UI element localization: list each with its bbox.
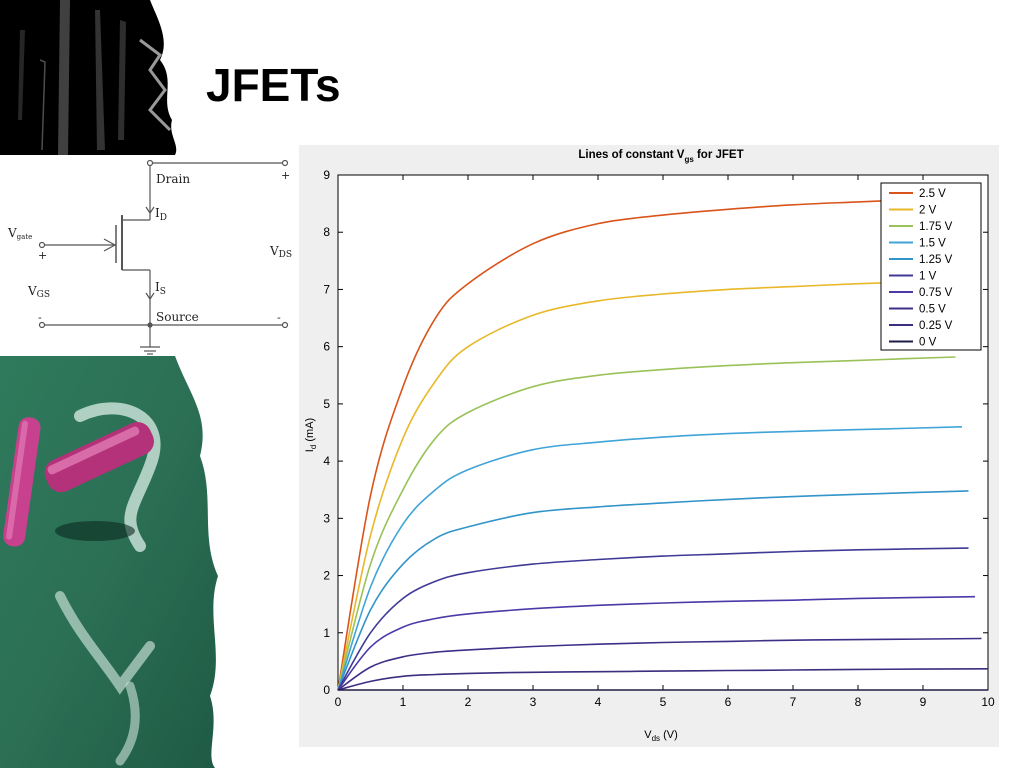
- y-tick-label: 6: [323, 340, 330, 354]
- x-tick-label: 3: [530, 695, 537, 709]
- series-line-1-75-V: [337, 356, 956, 691]
- y-tick-label: 7: [323, 282, 330, 296]
- x-tick-label: 0: [335, 695, 342, 709]
- y-tick-label: 2: [323, 569, 330, 583]
- chart-title: Lines of constant Vgs for JFET: [578, 149, 743, 164]
- y-tick-label: 5: [323, 397, 330, 411]
- plot-area: [337, 174, 989, 691]
- series-line-1-V: [337, 547, 969, 691]
- source-label: Source: [156, 310, 199, 324]
- chalkboard-image: [0, 356, 218, 768]
- y-tick-label: 4: [323, 454, 330, 468]
- vds-label: VDS: [269, 244, 292, 260]
- jfet-circuit-diagram: Drain Source ID IS Vgate VGS VDS + + - -: [0, 155, 300, 355]
- series-line-1-25-V: [337, 490, 969, 691]
- brush-stroke-decoration: [0, 0, 177, 155]
- series-lines: [337, 197, 989, 691]
- vgs-label: VGS: [27, 284, 50, 300]
- x-tick-label: 10: [981, 695, 995, 709]
- id-vds-chart: Lines of constant Vgs for JFET 0 1 2 3 4 5 6 7 8…: [304, 149, 995, 743]
- x-tick-label: 7: [790, 695, 797, 709]
- y-tick-labels: 0 1 2 3 4 5 6 7 8 9: [323, 168, 330, 697]
- y-tick-label: 1: [323, 626, 330, 640]
- y-tick-label: 9: [323, 168, 330, 182]
- series-line-2-5-V: [337, 197, 950, 691]
- y-tick-label: 8: [323, 225, 330, 239]
- series-line-0-25-V: [337, 668, 989, 691]
- series-line-1-5-V: [337, 426, 963, 691]
- x-axis-label: Vds (V): [644, 729, 678, 743]
- series-line-0-75-V: [337, 595, 976, 691]
- gs-minus-sign: -: [38, 311, 42, 324]
- gate-plus-sign: +: [38, 249, 47, 262]
- vds-minus-sign: -: [277, 311, 281, 324]
- series-line-2-V: [337, 280, 950, 691]
- y-tick-label: 3: [323, 511, 330, 525]
- svg-text:Id (mA): Id (mA): [304, 418, 318, 452]
- x-tick-label: 8: [855, 695, 862, 709]
- chart-panel: Lines of constant Vgs for JFET 0 1 2 3 4 5 6 7 8…: [299, 145, 999, 747]
- vgate-label: Vgate: [7, 226, 32, 241]
- legend-label: 1 V: [919, 271, 937, 283]
- y-axis-label: Id (mA): [304, 418, 318, 452]
- x-tick-labels: 0 1 2 3 4 5 6 7 8 9 10: [335, 695, 995, 709]
- chart-legend: 2.5 V 2 V 1.75 V 1.5 V 1.25 V 1 V 0.75 V 0.5 V 0…: [880, 182, 982, 351]
- slide-title: JFETs: [206, 59, 341, 111]
- is-label: IS: [155, 280, 166, 297]
- svg-text:Vds (V): Vds (V): [644, 729, 678, 743]
- x-tick-label: 4: [595, 695, 602, 709]
- y-tick-label: 0: [323, 683, 330, 697]
- x-tick-label: 9: [920, 695, 927, 709]
- x-tick-label: 1: [400, 695, 407, 709]
- legend-label: 0.75 V: [919, 287, 953, 299]
- x-tick-label: 6: [725, 695, 732, 709]
- svg-text:Lines of constant Vgs for JFET: Lines of constant Vgs for JFET: [578, 149, 743, 164]
- legend-label: 2 V: [919, 205, 937, 217]
- legend-label: 0.5 V: [919, 304, 946, 316]
- drain-label: Drain: [156, 172, 190, 186]
- legend-label: 0 V: [919, 337, 937, 349]
- legend-label: 1.25 V: [919, 254, 953, 266]
- legend-label: 2.5 V: [919, 188, 946, 200]
- x-tick-label: 2: [465, 695, 472, 709]
- legend-label: 0.25 V: [919, 320, 953, 332]
- legend-label: 1.5 V: [919, 238, 946, 250]
- series-line-0-5-V: [337, 637, 982, 691]
- x-tick-label: 5: [660, 695, 667, 709]
- legend-label: 1.75 V: [919, 221, 953, 233]
- vds-plus-sign: +: [281, 169, 290, 182]
- id-label: ID: [155, 206, 167, 223]
